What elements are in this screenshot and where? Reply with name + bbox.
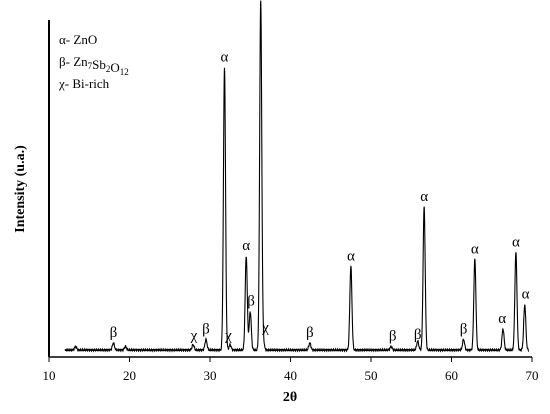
- x-tick-label: 10: [43, 368, 56, 383]
- peak-annotation: β: [389, 329, 397, 345]
- peak-annotation: χ: [190, 328, 198, 344]
- x-tick-label: 20: [123, 368, 136, 383]
- peak-annotation: α: [221, 49, 229, 65]
- x-tick-label: 60: [445, 368, 458, 383]
- peak-annotation: α: [512, 234, 520, 250]
- peak-annotation: β: [247, 294, 255, 310]
- x-axis-title: 2θ: [283, 390, 297, 405]
- peak-annotation: β: [202, 322, 210, 338]
- peak-annotations: αααβχααααααββββββχχ: [110, 49, 530, 345]
- xrd-pattern-line: [64, 0, 530, 353]
- legend-item-bi-rich: χ- Bi-rich: [58, 76, 110, 91]
- legend: α- ZnO β- Zn7Sb2O12 χ- Bi-rich: [58, 32, 129, 91]
- peak-annotation: χ: [261, 320, 269, 336]
- peak-annotation: α: [242, 238, 250, 254]
- peak-annotation: β: [110, 325, 118, 341]
- x-tick-label: 40: [284, 368, 297, 383]
- peak-annotation: α: [471, 241, 479, 257]
- peak-annotation: α: [347, 248, 355, 264]
- peak-annotation: α: [498, 311, 506, 327]
- series: [64, 0, 530, 353]
- peak-annotation: β: [306, 325, 314, 341]
- peak-annotation: α: [420, 189, 428, 205]
- x-tick-label: 30: [204, 368, 217, 383]
- x-tick-label: 70: [526, 368, 539, 383]
- peak-annotation: β: [414, 327, 422, 343]
- peak-annotation: α: [522, 287, 530, 303]
- x-ticks: 10 20 30 40 50 60 70: [43, 357, 539, 383]
- x-tick-label: 50: [365, 368, 378, 383]
- legend-item-zno: α- ZnO: [59, 32, 97, 47]
- legend-item-zn7sb2o12: β- Zn7Sb2O12: [59, 54, 129, 77]
- peak-annotation: χ: [224, 328, 232, 344]
- peak-annotation: β: [460, 322, 468, 338]
- y-axis-title: Intensity (u.a.): [13, 145, 28, 233]
